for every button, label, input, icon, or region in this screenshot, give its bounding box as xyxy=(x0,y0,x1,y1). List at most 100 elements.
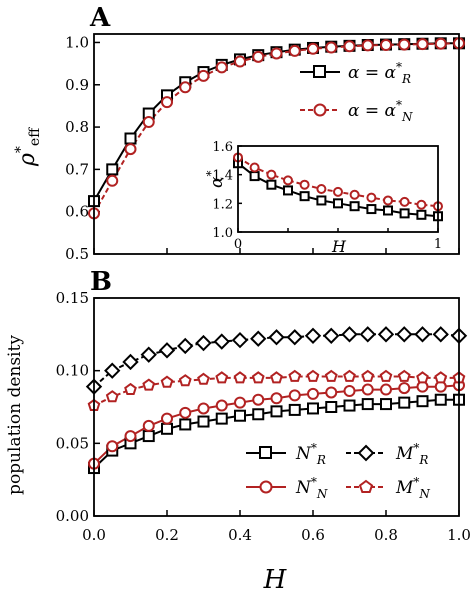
legend-b-label-3: N*N xyxy=(295,475,328,501)
panel-b-series-2-point xyxy=(377,326,395,343)
inset-series-2-point xyxy=(316,184,327,194)
panel-b-series-4-point xyxy=(233,371,247,384)
panel-a-series-2-point xyxy=(215,61,228,74)
panel-b-series-1-point xyxy=(234,409,246,422)
panel-b-series-1-point xyxy=(215,412,228,425)
inset-series-2-point xyxy=(333,186,343,197)
legend-a-label-1: α = α*R xyxy=(348,60,411,86)
panel-b-series-4-point xyxy=(434,371,448,384)
panel-b-series-4-point xyxy=(251,371,265,384)
panel-b-xtick-label: 0.2 xyxy=(155,526,179,544)
legend-b-label-4: M*N xyxy=(395,475,430,501)
panel-a-frame xyxy=(93,33,460,255)
legend-a: α = α*R α = α*N xyxy=(300,60,413,124)
panel-b-series-2-point xyxy=(268,329,285,346)
panel-a-series-2-point xyxy=(234,55,246,68)
panel-b-series-4-point xyxy=(397,369,411,382)
panel-a-series-2-point xyxy=(161,96,173,109)
panel-b-series-3-point xyxy=(215,399,228,412)
panel-b-series-3-point xyxy=(325,386,338,399)
panel-b-xtick-label: 1.0 xyxy=(447,526,471,544)
panel-b-series-1-point xyxy=(434,393,447,406)
inset-series-1-point xyxy=(316,195,327,206)
inset-series-2-point xyxy=(416,199,427,210)
panel-b-series-4-point xyxy=(270,371,283,384)
panel-b-xtick-label: 0.0 xyxy=(82,526,106,544)
panel-b-series-3-point xyxy=(343,385,356,398)
legend-b-label-2: M*R xyxy=(395,441,428,467)
inset-ytick-label: 1.2 xyxy=(212,197,233,212)
legend-b: N*R M*R N*N M*N xyxy=(246,441,430,501)
panel-b-series-1-point xyxy=(361,398,374,411)
panel-a-series-line-2 xyxy=(93,42,460,214)
inset-series-1-point xyxy=(366,204,377,215)
panel-a-series-2-point xyxy=(380,39,392,51)
panel-b-series-3-point xyxy=(106,440,119,453)
panel-b-series-3-point xyxy=(361,383,374,396)
panel-b-series-3-point xyxy=(234,396,246,409)
panel-a-ytick-label: 0.6 xyxy=(65,203,89,221)
inset-series-2-point xyxy=(249,162,260,173)
panel-b-series-1-point xyxy=(380,398,392,411)
panel-b-series-2-point xyxy=(432,326,449,343)
panel-b-series-1-point xyxy=(288,403,301,416)
panel-b-series-4-point xyxy=(105,390,119,403)
panel-b-series-3-point xyxy=(161,412,173,425)
panel-b-series-2-point xyxy=(323,327,340,344)
inset-series-1-point xyxy=(266,179,277,190)
legend-b-marker-4 xyxy=(358,479,374,493)
panel-a-series-2-point xyxy=(325,41,338,54)
panel-b-series-2-point xyxy=(213,333,230,350)
inset-series-1-point xyxy=(416,209,427,220)
panel-letter-a: A xyxy=(89,3,111,33)
inset-xtick-label: 0 xyxy=(234,237,242,252)
panel-b-series-4-point xyxy=(124,382,137,395)
inset-series-2-point xyxy=(383,195,393,206)
panel-letter-b: B xyxy=(90,267,112,297)
panel-a-series-2-point xyxy=(270,47,283,60)
panel-a-series-2-point xyxy=(398,38,411,51)
panel-a-series-2-point xyxy=(124,143,137,156)
panel-b-series-3-point xyxy=(398,382,411,395)
inset-ytick-label: 1.6 xyxy=(212,140,233,155)
panel-b-series-2-point xyxy=(177,337,194,355)
inset-ytick-label: 1.4 xyxy=(212,169,233,184)
inset-series-1-point xyxy=(333,198,343,209)
panel-b-series-1-point xyxy=(325,401,338,413)
panel-b-series-4-point xyxy=(379,369,393,382)
inset-series-1-point xyxy=(399,208,410,219)
panel-a-series-2-point xyxy=(416,38,429,51)
panel-b-series-4-point xyxy=(324,369,338,382)
panel-b-series-2-point xyxy=(195,334,212,352)
panel-b-series-4-point xyxy=(343,369,356,382)
inset-series-2-point xyxy=(283,175,293,186)
panel-b-series-2-point xyxy=(104,362,121,379)
panel-a-ytick-label: 0.5 xyxy=(65,245,89,263)
panel-a-series-2-point xyxy=(179,81,192,94)
inset-series-1-point xyxy=(383,205,393,216)
panel-b-series-1-point xyxy=(343,399,356,412)
panel-a-ytick-label: 0.7 xyxy=(65,160,89,178)
panel-b-xlabel: H xyxy=(263,565,288,595)
panel-b-series-3-point xyxy=(179,406,192,419)
panel-a-series-1-point xyxy=(106,163,119,176)
panel-a: 0.5 0.6 0.7 0.8 0.9 1.0 xyxy=(65,33,465,263)
panel-b-series-1-point xyxy=(179,418,192,431)
panel-b-series-1-point xyxy=(142,430,155,443)
panel-a-series-1-point xyxy=(124,132,137,145)
panel-b-xtick-label: 0.4 xyxy=(228,526,252,544)
inset-frame xyxy=(237,145,439,233)
panel-b-series-4-point xyxy=(215,371,229,384)
panel-a-series-2-point xyxy=(361,39,374,52)
panel-a-series-2-point xyxy=(197,69,210,82)
legend-b-label-1: N*R xyxy=(295,441,326,467)
panel-b-series-3-point xyxy=(252,393,265,406)
panel-b-xtick-label: 0.6 xyxy=(301,526,325,544)
panel-b-ytick-label: 0.00 xyxy=(56,507,89,525)
svg-text:ρ*eff: ρ*eff xyxy=(13,127,43,167)
inset-series-1-point xyxy=(249,171,260,182)
panel-b-series-2-point xyxy=(286,329,303,346)
legend-a-label-2: α = α*N xyxy=(348,98,413,124)
panel-b-series-3-point xyxy=(270,392,283,405)
